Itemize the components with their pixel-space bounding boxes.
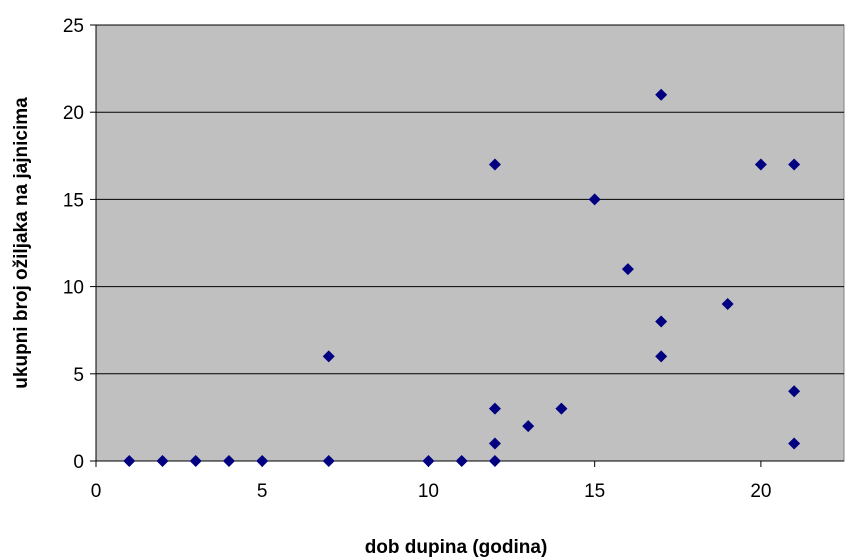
x-tick-label: 10 [418, 481, 439, 502]
data-point [655, 88, 668, 101]
data-point [488, 158, 501, 171]
x-tick-label: 20 [750, 481, 771, 502]
data-point [655, 350, 668, 363]
data-point [588, 193, 601, 206]
y-tick-label: 5 [73, 365, 84, 386]
x-tick-label: 0 [91, 481, 102, 502]
y-tick-label: 0 [73, 452, 84, 473]
data-points [123, 88, 801, 467]
data-point [788, 385, 801, 398]
y-tick-label: 10 [63, 278, 84, 299]
y-axis-ticks: 0 5 10 15 20 25 [63, 16, 96, 473]
y-tick-label: 20 [63, 103, 84, 124]
data-point [256, 455, 269, 467]
y-tick-label: 15 [63, 190, 84, 211]
data-point [123, 455, 136, 467]
x-axis-title: dob dupina (godina) [365, 537, 548, 558]
data-point [422, 455, 435, 467]
data-point [488, 437, 501, 450]
x-tick-label: 5 [257, 481, 268, 502]
data-point [488, 455, 501, 467]
x-tick-label: 15 [584, 481, 605, 502]
data-point [189, 455, 202, 467]
data-point [488, 402, 501, 415]
data-point [222, 455, 235, 467]
data-point [156, 455, 169, 467]
data-point [322, 350, 335, 363]
plot-area [95, 24, 845, 462]
data-point [621, 263, 634, 276]
gridlines [96, 24, 844, 375]
y-axis-title: ukupni broj ožiljaka na jajnicima [11, 97, 32, 389]
data-point [788, 437, 801, 450]
data-point [754, 158, 767, 171]
x-axis-ticks: 0 5 10 15 20 [91, 25, 844, 502]
data-point [655, 315, 668, 328]
data-point [555, 402, 568, 415]
data-point [522, 420, 535, 433]
y-tick-label: 25 [63, 16, 84, 37]
data-point [788, 158, 801, 171]
data-point [721, 298, 734, 311]
data-point [322, 455, 335, 467]
data-point [455, 455, 468, 467]
